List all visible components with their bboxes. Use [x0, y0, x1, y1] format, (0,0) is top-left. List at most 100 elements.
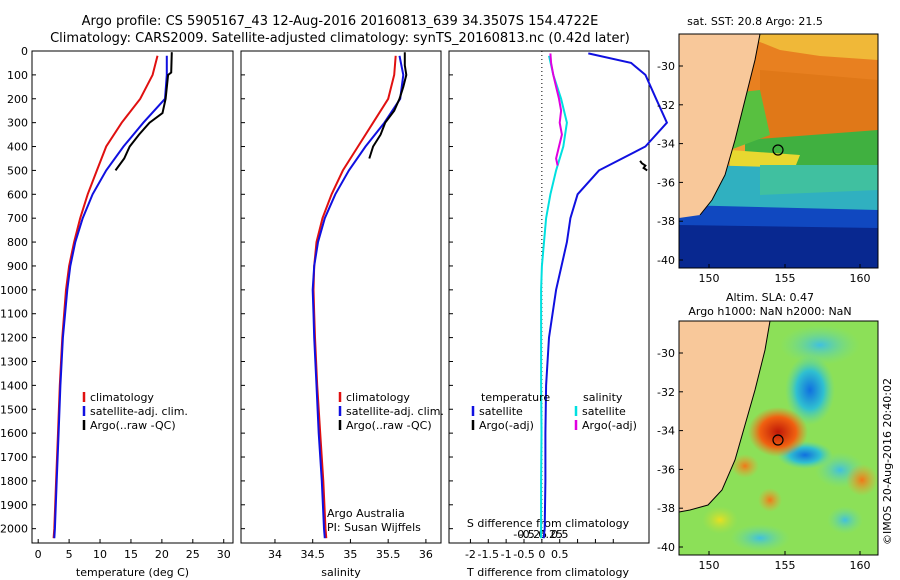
sla-map-ticks: 150 155 160 -30 -32 -34 -36 -38 -40 [657, 347, 870, 572]
sst-xtick-label: 150 [699, 272, 720, 285]
temperature-xtick-label: 25 [186, 548, 200, 561]
salinity-xtick-label: 36 [419, 548, 433, 561]
sla-map-panel: Altim. SLA: 0.47 Argo h1000: NaN h2000: … [657, 291, 879, 572]
sst-ytick-label: -30 [657, 60, 675, 73]
temperature-xtick-label: 15 [124, 548, 138, 561]
sst-ytick-label: -36 [657, 176, 675, 189]
sst-map-title: sat. SST: 20.8 Argo: 21.5 [687, 15, 823, 28]
depth-tick-label: 700 [7, 212, 28, 225]
sla-map-title-line-1: Altim. SLA: 0.47 [726, 291, 814, 304]
temperature-xtick-label: 30 [217, 548, 231, 561]
sla-xtick-label: 160 [850, 559, 871, 572]
s-tick-label: -0.5 [513, 528, 534, 541]
difference-xlabel-temperature: T difference from climatology [466, 566, 629, 579]
temperature-difference-argo-line [639, 160, 648, 172]
difference-salinity-legend-label: Argo(-adj) [582, 419, 637, 432]
salinity-difference-argo-line [549, 53, 563, 166]
salinity-xtick-label: 35 [343, 548, 357, 561]
depth-tick-label: 1700 [0, 451, 28, 464]
s-tick-label: 0.5 [551, 528, 569, 541]
sla-argo-location-marker [772, 434, 784, 446]
climatology-temperature-line [52, 55, 159, 539]
sst-map-panel: sat. SST: 20.8 Argo: 21.5 150 155 160 -30 -3… [657, 15, 879, 285]
depth-tick-label: 2000 [0, 523, 28, 536]
salinity-legend-label: satellite-adj. clim. [346, 405, 444, 418]
difference-xtick-label: -1.5 [478, 548, 499, 561]
sst-map-image [679, 34, 878, 268]
sst-map-frame [678, 33, 879, 269]
sst-ytick-label: -38 [657, 215, 675, 228]
depth-tick-label: 400 [7, 141, 28, 154]
sst-ytick-label: -34 [657, 138, 675, 151]
argo-temperature-line [114, 52, 173, 171]
temperature-xtick-label: 20 [155, 548, 169, 561]
argo-salinity-line [368, 52, 408, 159]
depth-tick-label: 0 [21, 45, 28, 58]
sst-map-ticks: 150 155 160 -30 -32 -34 -36 -38 -40 [657, 60, 870, 285]
header-line-2: Climatology: CARS2009. Satellite-adjuste… [50, 31, 630, 46]
header-line-1: Argo profile: CS 5905167_43 12-Aug-2016 … [82, 14, 599, 29]
depth-tick-label: 900 [7, 260, 28, 273]
salinity-legend-label: Argo(..raw -QC) [346, 419, 432, 432]
difference-xlabel-salinity: S difference from climatology [467, 517, 630, 530]
s-tick-label: -0.25 [519, 528, 547, 541]
difference-salinity-legend-label: satellite [582, 405, 626, 418]
difference-xtick-label: -2 [465, 548, 476, 561]
depth-tick-label: 1500 [0, 403, 28, 416]
sst-ytick-label: -32 [657, 99, 675, 112]
difference-legend-title: temperature [481, 391, 550, 404]
salinity-difference-satellite-line [540, 55, 568, 539]
difference-xtick-label: 0 [538, 548, 545, 561]
sst-xtick-label: 160 [850, 272, 871, 285]
salinity-legend-label: climatology [346, 391, 410, 404]
salinity-panel: 34 34.5 35 35.5 36 salinity climatologysatelli… [240, 50, 444, 579]
sla-ytick-label: -32 [657, 386, 675, 399]
sla-ytick-label: -36 [657, 463, 675, 476]
sla-xtick-label: 155 [775, 559, 796, 572]
difference-temperature-legend-label: Argo(-adj) [479, 419, 534, 432]
depth-tick-label: 800 [7, 236, 28, 249]
difference-xtick-label: 0.5 [551, 548, 569, 561]
temperature-panel: 0100200300400500600700800900100011001200… [0, 45, 234, 579]
sst-xtick-label: 155 [775, 272, 796, 285]
sst-ytick-label: -40 [657, 254, 675, 267]
sla-xtick-label: 150 [699, 559, 720, 572]
temperature-xtick-label: 10 [93, 548, 107, 561]
temperature-legend-label: climatology [90, 391, 154, 404]
temperature-xtick-label: 5 [66, 548, 73, 561]
depth-tick-label: 1300 [0, 355, 28, 368]
salinity-annotation: Argo Australia [327, 507, 405, 520]
satellite-temperature-line [53, 55, 168, 539]
difference-xtick-label: -0.5 [513, 548, 534, 561]
depth-tick-label: 500 [7, 164, 28, 177]
sla-ytick-label: -38 [657, 502, 675, 515]
difference-frame [448, 50, 650, 544]
temperature-frame [31, 50, 234, 544]
depth-tick-label: 100 [7, 69, 28, 82]
sla-map-image [679, 321, 878, 555]
depth-tick-label: 1800 [0, 475, 28, 488]
depth-tick-label: 1000 [0, 284, 28, 297]
sst-argo-location-marker [772, 144, 784, 156]
salinity-xtick-label: 35.5 [376, 548, 401, 561]
sla-ytick-label: -40 [657, 541, 675, 554]
sla-map-title-line-2: Argo h1000: NaN h2000: NaN [688, 305, 851, 318]
depth-tick-label: 600 [7, 188, 28, 201]
difference-xtick-label: -1 [501, 548, 512, 561]
sla-ytick-label: -30 [657, 347, 675, 360]
temperature-xlabel: temperature (deg C) [76, 566, 189, 579]
salinity-frame [240, 50, 442, 544]
salinity-xlabel: salinity [321, 566, 361, 579]
salinity-xtick-label: 34.5 [300, 548, 325, 561]
depth-tick-label: 1100 [0, 308, 28, 321]
difference-legend-title: salinity [583, 391, 623, 404]
salinity-xtick-label: 34 [268, 548, 282, 561]
temperature-difference-satellite-line [542, 52, 669, 539]
satellite-salinity-line [311, 55, 405, 539]
footer-credit: ©IMOS 20-Aug-2016 20:40:02 [881, 378, 894, 545]
temperature-legend-label: satellite-adj. clim. [90, 405, 188, 418]
depth-tick-label: 1400 [0, 379, 28, 392]
depth-tick-label: 1600 [0, 427, 28, 440]
difference-temperature-legend-label: satellite [479, 405, 523, 418]
